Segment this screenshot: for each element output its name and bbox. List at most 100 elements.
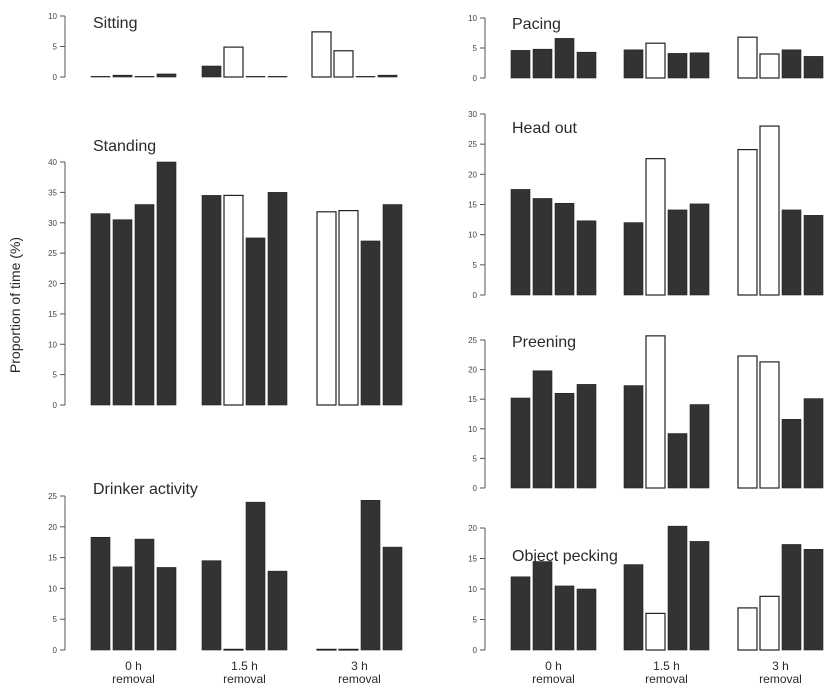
panel-title: Object pecking bbox=[512, 548, 618, 565]
bar-preening-g0-b1 bbox=[532, 370, 553, 489]
y-tick-label: 15 bbox=[468, 395, 477, 404]
bar-head-out-g1-b0 bbox=[623, 222, 644, 296]
bar-head-out-g0-b0 bbox=[510, 189, 531, 296]
bar-pacing-g2-b2 bbox=[781, 49, 802, 79]
bar-pacing-g1-b1 bbox=[645, 42, 666, 79]
bar-preening-g1-b2 bbox=[667, 433, 688, 489]
bar-sitting-g2-b0 bbox=[311, 31, 332, 78]
bar-head-out-g1-b3 bbox=[689, 203, 710, 296]
bar-pacing-g2-b3 bbox=[803, 56, 824, 79]
panels: Sitting 0 5 10 Standing 0 5 10 15 20 25 30 35 40 Drink… bbox=[48, 12, 824, 686]
bar-sitting-g1-b2 bbox=[245, 76, 266, 78]
panel-standing: Standing 0 5 10 15 20 25 30 35 40 bbox=[48, 138, 403, 410]
bar-object-pecking-g1-b3 bbox=[689, 541, 710, 651]
x-category-sublabel: removal bbox=[759, 672, 802, 686]
bar-head-out-g0-b1 bbox=[532, 198, 553, 296]
bar-pacing-g1-b3 bbox=[689, 52, 710, 79]
bar-standing-g2-b0 bbox=[316, 211, 337, 406]
y-tick-label: 20 bbox=[48, 280, 57, 289]
y-tick-label: 5 bbox=[473, 616, 478, 625]
y-tick-label: 5 bbox=[53, 43, 58, 52]
y-tick-label: 15 bbox=[48, 310, 57, 319]
y-tick-label: 25 bbox=[468, 140, 477, 149]
x-category-sublabel: removal bbox=[112, 672, 155, 686]
y-tick-label: 30 bbox=[468, 110, 477, 119]
y-tick-label: 15 bbox=[468, 555, 477, 564]
bar-object-pecking-g0-b1 bbox=[532, 561, 553, 651]
y-tick-label: 0 bbox=[53, 73, 58, 82]
y-tick-label: 25 bbox=[48, 249, 57, 258]
y-tick-label: 0 bbox=[473, 74, 478, 83]
bar-drinker-activity-g1-b2 bbox=[245, 501, 266, 651]
y-tick-label: 10 bbox=[48, 12, 57, 21]
bar-preening-g0-b0 bbox=[510, 397, 531, 489]
bar-pacing-g0-b2 bbox=[554, 38, 575, 79]
bar-drinker-activity-g0-b0 bbox=[90, 536, 111, 651]
x-category-label: 1.5 h bbox=[653, 659, 680, 673]
panel-title: Head out bbox=[512, 120, 577, 137]
x-category-label: 1.5 h bbox=[231, 659, 258, 673]
bar-pacing-g2-b1 bbox=[759, 53, 780, 79]
bar-sitting-g0-b0 bbox=[90, 76, 111, 78]
bar-drinker-activity-g1-b3 bbox=[267, 570, 288, 651]
bar-object-pecking-g0-b0 bbox=[510, 576, 531, 651]
bar-drinker-activity-g1-b0 bbox=[201, 560, 222, 651]
y-tick-label: 20 bbox=[468, 366, 477, 375]
x-category-sublabel: removal bbox=[645, 672, 688, 686]
bar-object-pecking-g0-b2 bbox=[554, 585, 575, 651]
y-tick-label: 10 bbox=[48, 584, 57, 593]
bar-standing-g2-b1 bbox=[338, 210, 359, 406]
bar-pacing-g0-b0 bbox=[510, 50, 531, 79]
bar-object-pecking-g2-b3 bbox=[803, 549, 824, 651]
bar-standing-g1-b3 bbox=[267, 192, 288, 406]
bar-drinker-activity-g2-b3 bbox=[382, 546, 403, 651]
bar-standing-g2-b2 bbox=[360, 240, 381, 406]
bar-standing-g1-b1 bbox=[223, 194, 244, 406]
bar-sitting-g1-b1 bbox=[223, 46, 244, 78]
bar-sitting-g2-b2 bbox=[355, 76, 376, 78]
panel-pacing: Pacing 0 5 10 bbox=[468, 14, 824, 83]
bar-sitting-g2-b3 bbox=[377, 74, 398, 78]
y-tick-label: 0 bbox=[53, 646, 58, 655]
panel-title: Standing bbox=[93, 138, 156, 155]
bar-standing-g0-b0 bbox=[90, 213, 111, 406]
bar-preening-g1-b0 bbox=[623, 385, 644, 489]
bar-head-out-g2-b0 bbox=[737, 148, 758, 296]
bar-head-out-g2-b2 bbox=[781, 209, 802, 296]
y-tick-label: 0 bbox=[473, 291, 478, 300]
bar-preening-g0-b3 bbox=[576, 384, 597, 489]
bar-drinker-activity-g2-b1 bbox=[338, 648, 359, 651]
bar-object-pecking-g2-b2 bbox=[781, 544, 802, 651]
y-tick-label: 20 bbox=[468, 524, 477, 533]
bar-pacing-g2-b0 bbox=[737, 36, 758, 79]
bar-head-out-g2-b3 bbox=[803, 215, 824, 296]
y-tick-label: 5 bbox=[473, 454, 478, 463]
bar-sitting-g0-b3 bbox=[156, 73, 177, 78]
bar-pacing-g1-b2 bbox=[667, 53, 688, 79]
bar-standing-g1-b0 bbox=[201, 195, 222, 406]
bar-head-out-g2-b1 bbox=[759, 125, 780, 296]
y-tick-label: 10 bbox=[468, 585, 477, 594]
y-tick-label: 5 bbox=[473, 44, 478, 53]
bar-preening-g1-b1 bbox=[645, 335, 666, 489]
bar-sitting-g0-b1 bbox=[112, 74, 133, 78]
bar-preening-g2-b3 bbox=[803, 398, 824, 489]
bar-preening-g1-b3 bbox=[689, 404, 710, 489]
bar-drinker-activity-g0-b1 bbox=[112, 566, 133, 651]
bar-head-out-g1-b1 bbox=[645, 158, 666, 296]
panel-title: Sitting bbox=[93, 15, 137, 32]
y-tick-label: 35 bbox=[48, 188, 57, 197]
bar-drinker-activity-g2-b0 bbox=[316, 648, 337, 651]
y-tick-label: 0 bbox=[473, 484, 478, 493]
bar-preening-g2-b1 bbox=[759, 361, 780, 489]
y-tick-label: 30 bbox=[48, 219, 57, 228]
y-tick-label: 25 bbox=[468, 336, 477, 345]
bar-drinker-activity-g0-b3 bbox=[156, 567, 177, 651]
bar-drinker-activity-g0-b2 bbox=[134, 538, 155, 651]
bar-object-pecking-g1-b1 bbox=[645, 612, 666, 651]
y-tick-label: 0 bbox=[53, 401, 58, 410]
bar-sitting-g2-b1 bbox=[333, 50, 354, 78]
y-axis-label: Proportion of time (%) bbox=[7, 237, 23, 373]
bar-sitting-g0-b2 bbox=[134, 76, 155, 78]
